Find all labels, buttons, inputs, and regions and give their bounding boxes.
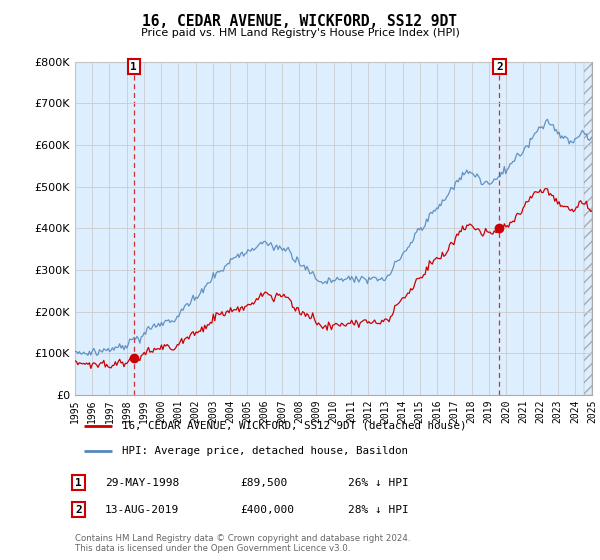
Text: 16, CEDAR AVENUE, WICKFORD, SS12 9DT: 16, CEDAR AVENUE, WICKFORD, SS12 9DT: [143, 14, 458, 29]
Text: 1: 1: [130, 62, 137, 72]
Text: 2: 2: [496, 62, 503, 72]
Text: 1: 1: [75, 478, 82, 488]
Text: 2: 2: [75, 505, 82, 515]
Text: Contains HM Land Registry data © Crown copyright and database right 2024.
This d: Contains HM Land Registry data © Crown c…: [75, 534, 410, 553]
Text: 26% ↓ HPI: 26% ↓ HPI: [348, 478, 409, 488]
Text: Price paid vs. HM Land Registry's House Price Index (HPI): Price paid vs. HM Land Registry's House …: [140, 28, 460, 38]
Text: 13-AUG-2019: 13-AUG-2019: [105, 505, 179, 515]
Text: HPI: Average price, detached house, Basildon: HPI: Average price, detached house, Basi…: [122, 446, 408, 456]
Text: £89,500: £89,500: [240, 478, 287, 488]
Text: 28% ↓ HPI: 28% ↓ HPI: [348, 505, 409, 515]
Text: 16, CEDAR AVENUE, WICKFORD, SS12 9DT (detached house): 16, CEDAR AVENUE, WICKFORD, SS12 9DT (de…: [122, 421, 466, 431]
Text: £400,000: £400,000: [240, 505, 294, 515]
Text: 29-MAY-1998: 29-MAY-1998: [105, 478, 179, 488]
